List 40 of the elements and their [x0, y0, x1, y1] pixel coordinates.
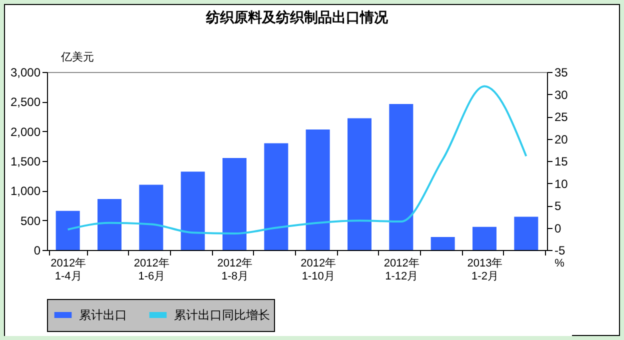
y-tick-label: 1,000 — [10, 184, 41, 198]
bar — [389, 104, 414, 250]
bar — [98, 198, 122, 250]
bar — [264, 143, 288, 250]
y-tick-label: 2,000 — [10, 124, 41, 139]
y-tick-label: 2,500 — [10, 95, 41, 110]
bar — [514, 216, 538, 250]
x-tick-label: 2012年 1-10月 — [300, 258, 336, 282]
bar — [222, 158, 246, 250]
y2-tick-label: 5 — [554, 199, 562, 213]
bar — [430, 236, 455, 250]
legend-label: 累计出口同比增长 — [174, 308, 270, 322]
y2-axis-title: % — [554, 258, 565, 270]
bar — [56, 210, 80, 250]
y2-tick-label: 35 — [554, 66, 568, 80]
bar — [472, 226, 496, 250]
bar — [348, 118, 372, 250]
y-tick-label: 0 — [34, 244, 41, 258]
x-tick-label: 2012年 1-6月 — [134, 258, 170, 282]
x-tick-label: 2012年 1-12月 — [384, 258, 420, 282]
chart-title: 纺织原料及纺织制品出口情况 — [205, 9, 389, 25]
y2-tick-label: 0 — [554, 221, 562, 236]
y2-tick-label: 30 — [554, 88, 568, 102]
line-series — [66, 85, 528, 235]
legend-label: 累计出口 — [79, 308, 127, 322]
y-axis-title: 亿美元 — [60, 50, 94, 64]
y2-tick-label: 15 — [554, 154, 568, 168]
y2-tick-label: 10 — [554, 176, 568, 191]
y-tick-label: 1,500 — [10, 154, 41, 168]
y-tick-label: 500 — [20, 214, 41, 228]
y-tick-label: 3,000 — [10, 66, 41, 80]
y2-tick-label: 20 — [554, 132, 568, 146]
x-tick-label: 2013年 1-2月 — [467, 258, 503, 282]
x-tick-label: 2012年 1-4月 — [50, 258, 86, 282]
y2-tick-label: 25 — [554, 110, 568, 124]
x-tick-label: 2012年 1-8月 — [217, 258, 253, 282]
bar — [180, 172, 205, 250]
bar — [306, 130, 330, 250]
bar — [139, 184, 164, 250]
y2-tick-label: -5 — [554, 244, 566, 258]
